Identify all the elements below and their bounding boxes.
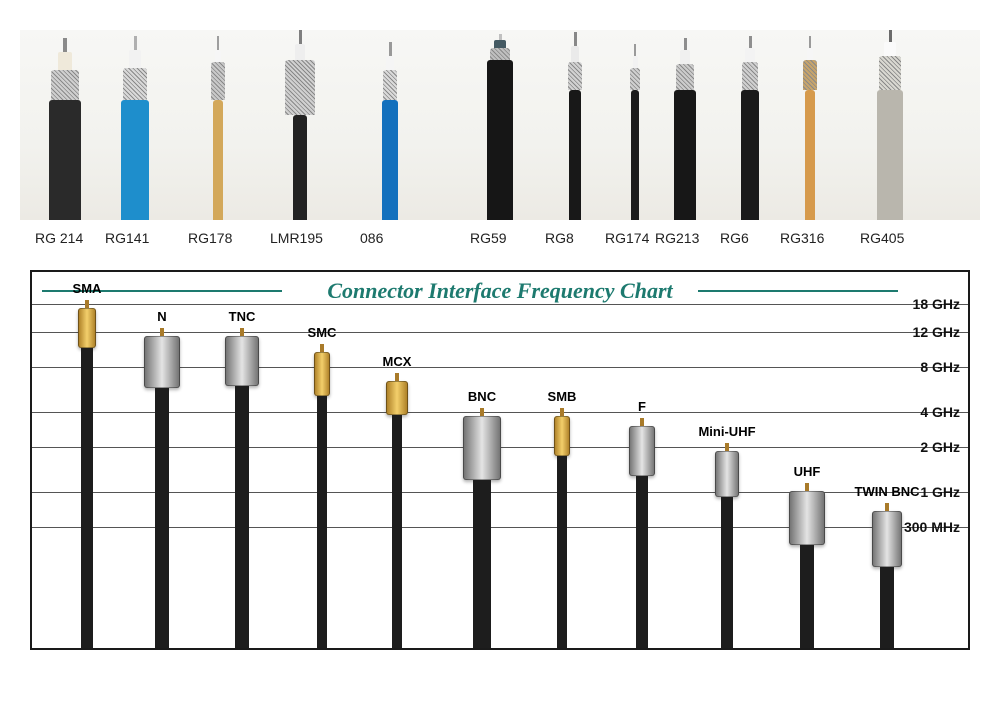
cable-label-rg8: RG8	[545, 230, 574, 246]
cable-rg178	[213, 30, 223, 220]
cable-label-rg213: RG213	[655, 230, 699, 246]
connector-f: F	[612, 418, 672, 648]
cable-086	[382, 30, 398, 220]
connector-mcx: MCX	[367, 373, 427, 648]
connector-smb: SMB	[532, 408, 592, 648]
connector-uhf: UHF	[777, 483, 837, 648]
connector-label-twinbnc: TWIN BNC	[855, 484, 920, 499]
connector-head	[225, 336, 259, 386]
connector-label-n: N	[157, 309, 166, 324]
cable-label-lmr195: LMR195	[270, 230, 323, 246]
connector-head	[314, 352, 330, 396]
cable-labels-row: RG 214 RG141 RG178 LMR195 086 RG59 RG8 RG174 RG2…	[20, 230, 980, 250]
cable-rg6	[741, 30, 759, 220]
cable-strip	[20, 30, 980, 220]
connector-twinbnc: TWIN BNC	[857, 503, 917, 648]
connector-sma: SMA	[57, 300, 117, 648]
cable-lmr195	[293, 30, 307, 220]
connector-label-smc: SMC	[308, 325, 337, 340]
cable-rg213	[674, 30, 696, 220]
connector-label-sma: SMA	[73, 281, 102, 296]
cable-label-rg178: RG178	[188, 230, 232, 246]
connector-bnc: BNC	[452, 408, 512, 648]
connector-stem	[473, 480, 491, 648]
connector-head	[144, 336, 180, 388]
connector-head	[629, 426, 655, 476]
connector-stem	[800, 545, 814, 648]
connector-stem	[235, 386, 249, 648]
gridlabel: 18 GHz	[913, 296, 960, 312]
cable-label-rg6: RG6	[720, 230, 749, 246]
cable-rg405	[877, 30, 903, 220]
connector-stem	[721, 497, 733, 648]
connector-stem	[636, 476, 648, 648]
cable-label-rg141: RG141	[105, 230, 149, 246]
connector-head	[78, 308, 96, 348]
cable-label-rg316: RG316	[780, 230, 824, 246]
connector-stem	[81, 348, 93, 648]
gridlabel: 1 GHz	[920, 484, 960, 500]
connector-stem	[880, 567, 894, 648]
connector-tnc: TNC	[212, 328, 272, 648]
cable-label-rg59: RG59	[470, 230, 507, 246]
connector-stem	[155, 388, 169, 648]
connector-smc: SMC	[292, 344, 352, 648]
gridlabel: 8 GHz	[920, 359, 960, 375]
connector-label-smb: SMB	[548, 389, 577, 404]
connector-label-f: F	[638, 399, 646, 414]
connector-head	[386, 381, 408, 415]
cable-rg174	[631, 30, 639, 220]
connector-label-uhf: UHF	[794, 464, 821, 479]
cable-rg214	[49, 30, 81, 220]
connector-head	[554, 416, 570, 456]
cable-label-rg405: RG405	[860, 230, 904, 246]
cable-rg316	[805, 30, 815, 220]
title-rule-right	[698, 290, 898, 292]
gridlabel: 2 GHz	[920, 439, 960, 455]
cable-rg8	[569, 30, 581, 220]
gridlabel: 12 GHz	[913, 324, 960, 340]
connector-stem	[557, 456, 567, 648]
cable-label-086: 086	[360, 230, 383, 246]
cable-rg141	[121, 30, 149, 220]
cable-rg59	[487, 30, 513, 220]
connector-head	[872, 511, 902, 567]
connector-label-bnc: BNC	[468, 389, 496, 404]
connector-head	[715, 451, 739, 497]
connector-head	[463, 416, 501, 480]
connector-head	[789, 491, 825, 545]
connector-n: N	[132, 328, 192, 648]
frequency-chart: Connector Interface Frequency Chart 18 G…	[30, 270, 970, 650]
connector-stem	[392, 415, 402, 648]
gridlabel: 4 GHz	[920, 404, 960, 420]
connector-label-tnc: TNC	[229, 309, 256, 324]
connector-stem	[317, 396, 327, 648]
gridline	[32, 304, 968, 305]
cable-label-rg214: RG 214	[35, 230, 83, 246]
connector-miniuhf: Mini-UHF	[697, 443, 757, 648]
connector-label-miniuhf: Mini-UHF	[698, 424, 755, 439]
cable-label-rg174: RG174	[605, 230, 649, 246]
connector-label-mcx: MCX	[383, 354, 412, 369]
